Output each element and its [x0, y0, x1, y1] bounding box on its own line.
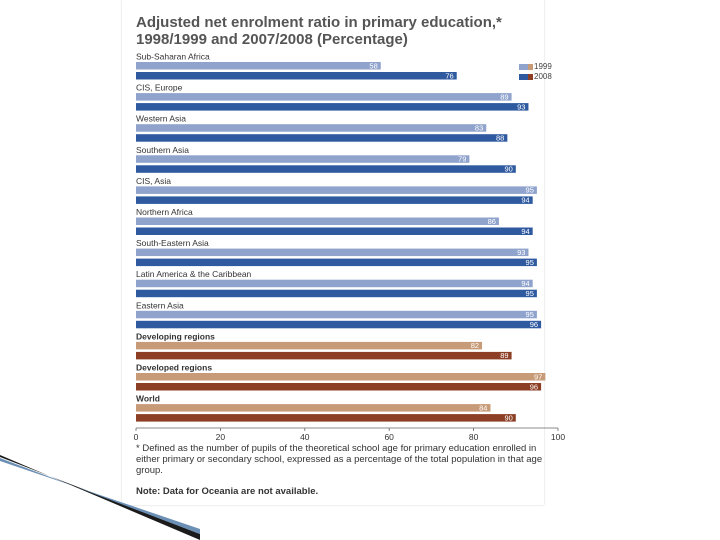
bar-value-label: 93 — [517, 248, 525, 257]
category-label: Developing regions — [136, 331, 215, 341]
bar-value-label: 89 — [500, 351, 508, 360]
bar-2008 — [136, 103, 529, 111]
bar-1999 — [136, 404, 491, 412]
bar-2008 — [136, 196, 533, 204]
bar-1999 — [136, 310, 537, 319]
bar-value-label: 90 — [504, 165, 512, 174]
bar-value-label: 94 — [521, 196, 529, 205]
legend-swatch-1999-groups — [528, 64, 533, 70]
bar-value-label: 96 — [530, 382, 538, 391]
bar-1999 — [136, 248, 529, 257]
bar-value-label: 90 — [504, 413, 512, 422]
bar-value-label: 95 — [526, 310, 534, 319]
category-label: World — [136, 394, 160, 404]
category-label: Eastern Asia — [136, 300, 184, 310]
x-tick-label: 80 — [469, 432, 479, 442]
category-label: Developed regions — [136, 363, 212, 373]
bar-value-label: 93 — [517, 102, 525, 111]
category-label: Western Asia — [136, 114, 186, 124]
category-label: Southern Asia — [136, 145, 189, 155]
decorative-wedge — [0, 455, 200, 540]
legend-label-2008: 2008 — [534, 72, 552, 81]
bar-1999 — [136, 93, 512, 101]
legend-swatch-2008-groups — [528, 74, 533, 80]
bar-1999 — [136, 124, 487, 132]
bar-1999 — [136, 155, 470, 163]
bar-1999 — [136, 279, 533, 288]
bar-value-label: 97 — [534, 372, 542, 381]
bar-1999 — [136, 186, 537, 194]
bar-2008 — [136, 383, 542, 391]
bar-value-label: 95 — [526, 289, 534, 298]
bar-value-label: 88 — [496, 134, 504, 143]
bar-value-label: 58 — [369, 61, 377, 70]
bar-value-label: 79 — [458, 155, 466, 164]
legend-swatch-2008-regions — [519, 74, 528, 80]
bar-2008 — [136, 258, 537, 267]
bar-1999 — [136, 62, 381, 70]
bar-2008 — [136, 414, 516, 422]
category-label: Latin America & the Caribbean — [136, 269, 252, 279]
bar-value-label: 76 — [445, 71, 453, 80]
bar-2008 — [136, 289, 537, 298]
x-tick-label: 20 — [216, 432, 226, 442]
bar-value-label: 95 — [526, 258, 534, 267]
x-tick-label: 40 — [300, 432, 310, 442]
bar-2008 — [136, 165, 516, 173]
bar-1999 — [136, 373, 546, 381]
bar-2008 — [136, 351, 512, 360]
category-label: Northern Africa — [136, 207, 193, 217]
bar-value-label: 94 — [521, 279, 529, 288]
category-label: Sub-Saharan Africa — [136, 52, 210, 62]
chart-footnote: * Defined as the number of pupils of the… — [136, 443, 543, 476]
category-label: CIS, Europe — [136, 83, 183, 93]
x-tick-label: 100 — [551, 432, 565, 442]
bar-value-label: 95 — [526, 186, 534, 195]
bar-2008 — [136, 227, 533, 235]
bar-value-label: 83 — [475, 124, 483, 133]
bar-value-label: 84 — [479, 403, 487, 412]
bar-value-label: 94 — [521, 227, 529, 236]
bar-value-label: 82 — [471, 341, 479, 350]
bar-1999 — [136, 341, 483, 350]
bar-value-label: 89 — [500, 92, 508, 101]
bar-2008 — [136, 134, 508, 142]
legend-label-1999: 1999 — [534, 62, 552, 71]
x-tick-label: 60 — [384, 432, 394, 442]
category-label: CIS, Asia — [136, 176, 171, 186]
bar-1999 — [136, 217, 499, 225]
chart-title: Adjusted net enrolment ratio in primary … — [136, 14, 516, 48]
chart-title-line-1: Adjusted net enrolment ratio in primary … — [136, 14, 502, 31]
bar-2008 — [136, 320, 542, 329]
x-tick-label: 0 — [134, 432, 139, 442]
chart-note: Note: Data for Oceania are not available… — [136, 486, 319, 497]
bar-2008 — [136, 72, 457, 80]
legend-swatch-1999-regions — [519, 64, 528, 70]
bar-value-label: 96 — [530, 320, 538, 329]
bar-value-label: 86 — [488, 217, 496, 226]
chart-title-line-2: 1998/1999 and 2007/2008 (Percentage) — [136, 31, 408, 48]
category-label: South-Eastern Asia — [136, 238, 209, 248]
